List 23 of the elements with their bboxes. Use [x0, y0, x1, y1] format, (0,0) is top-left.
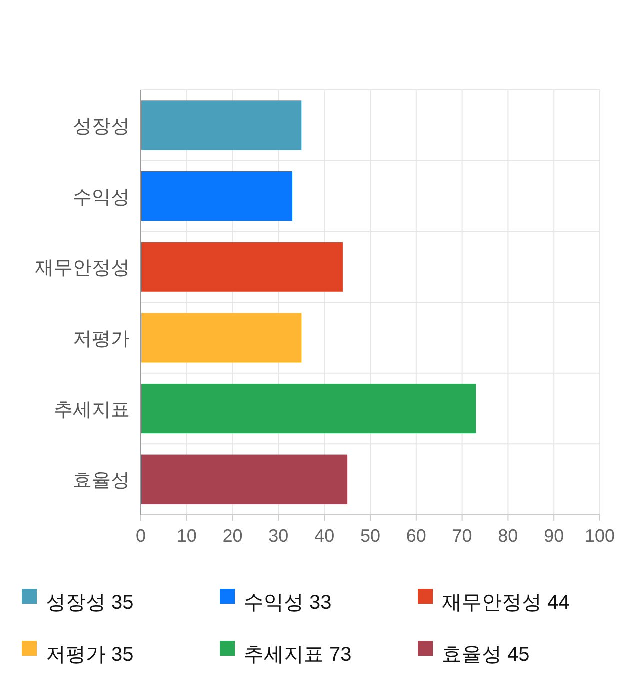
y-tick-label: 효율성: [73, 470, 130, 492]
x-tick-label: 80: [498, 526, 518, 546]
legend-label: 추세지표 73: [244, 644, 352, 666]
legend-label: 저평가 35: [46, 644, 134, 666]
y-tick-label: 재무안정성: [35, 258, 130, 280]
y-tick-label: 추세지표: [54, 400, 130, 421]
x-tick-label: 0: [136, 526, 146, 546]
x-tick-label: 50: [360, 526, 381, 546]
legend-label: 성장성 35: [46, 592, 134, 614]
x-tick-label: 100: [584, 526, 616, 546]
x-tick-label: 90: [544, 526, 564, 546]
x-tick-label: 40: [314, 526, 335, 546]
legend-label: 효율성 45: [442, 644, 530, 666]
x-tick-label: 60: [406, 526, 426, 546]
y-tick-label: 성장성: [73, 116, 130, 138]
legend-label: 수익성 33: [244, 592, 332, 614]
x-tick-label: 20: [222, 526, 243, 546]
x-tick-label: 10: [176, 526, 197, 546]
y-tick-label: 저평가: [73, 328, 130, 350]
y-tick-label: 수익성: [73, 187, 130, 208]
x-tick-label: 70: [452, 526, 472, 546]
legend-label: 재무안정성 44: [442, 592, 570, 614]
x-tick-label: 30: [268, 526, 289, 546]
